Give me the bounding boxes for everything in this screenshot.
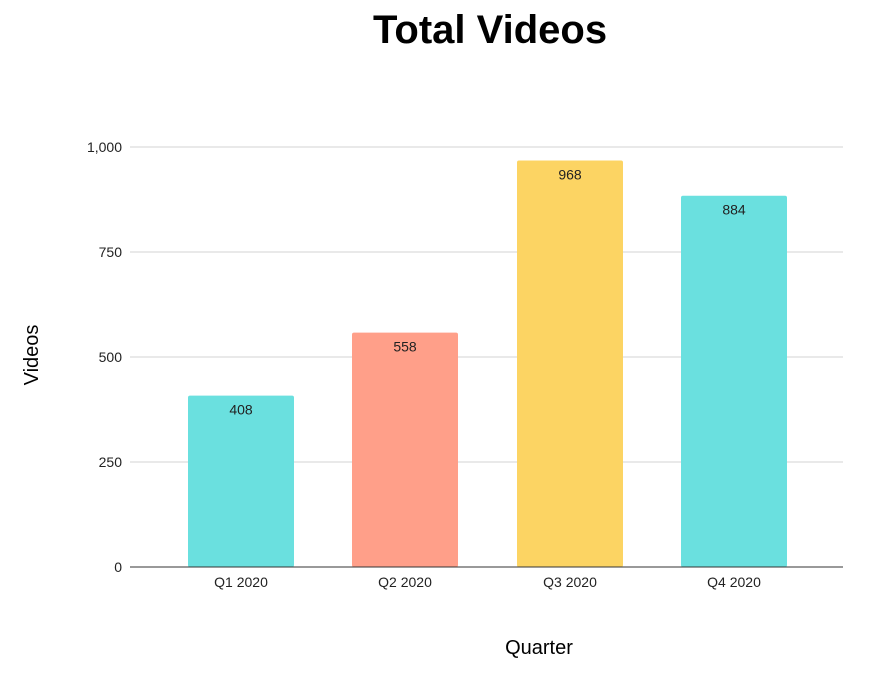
x-axis-label: Quarter	[505, 637, 573, 659]
x-tick-label: Q4 2020	[707, 574, 761, 590]
chart-title: Total Videos	[372, 8, 608, 52]
y-tick-label: 500	[99, 349, 123, 365]
y-tick-label: 750	[99, 244, 123, 260]
bar	[517, 160, 623, 567]
x-tick-label: Q2 2020	[378, 574, 432, 590]
y-axis-label: Videos	[21, 325, 43, 386]
bar	[352, 332, 458, 567]
data-label: 968	[558, 166, 582, 182]
x-tick-label: Q1 2020	[214, 574, 268, 590]
data-label: 558	[393, 339, 417, 355]
bar	[188, 395, 294, 567]
y-tick-label: 250	[99, 454, 123, 470]
data-label: 408	[229, 402, 253, 418]
data-label: 884	[722, 202, 746, 218]
y-tick-label: 0	[114, 559, 122, 575]
y-tick-label: 1,000	[87, 139, 122, 155]
x-tick-label: Q3 2020	[543, 574, 597, 590]
bar	[681, 195, 787, 567]
